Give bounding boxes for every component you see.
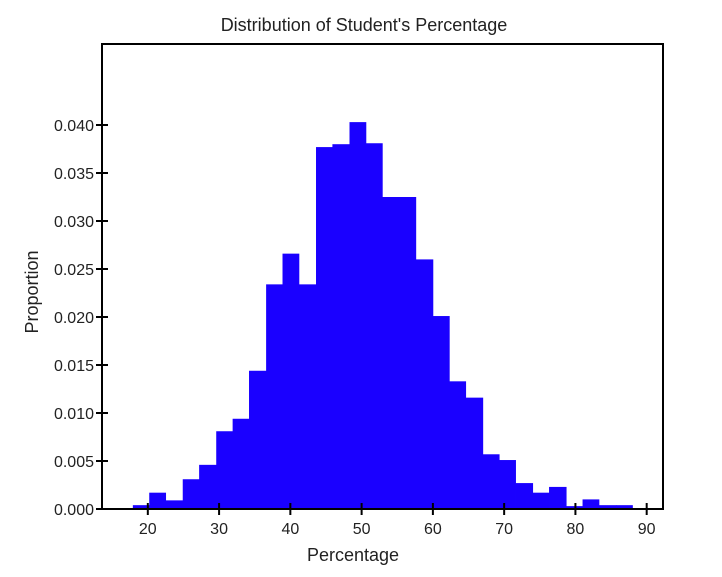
histogram-bar (182, 479, 200, 509)
x-tick-label: 70 (495, 521, 513, 538)
x-tick-label: 50 (353, 521, 371, 538)
histogram-bar (249, 370, 267, 509)
histogram-bar (382, 197, 400, 509)
bars-layer (132, 122, 633, 510)
histogram-bar (582, 499, 600, 509)
histogram-bar (298, 284, 317, 509)
x-tick-label: 80 (567, 521, 585, 538)
histogram-bar (216, 431, 234, 509)
histogram-bar (616, 505, 633, 509)
histogram-bar (549, 486, 567, 509)
histogram-bar (499, 460, 516, 509)
histogram-bar (149, 492, 167, 509)
y-axis-label: Proportion (22, 250, 42, 333)
histogram-bar (282, 253, 300, 509)
y-tick-label: 0.020 (54, 310, 94, 327)
x-tick-label: 60 (424, 521, 442, 538)
y-axis-ticks: 0.000 0.005 0.010 0.015 0.020 0.025 0.030 0.035… (54, 118, 108, 519)
histogram-bar (199, 464, 217, 509)
histogram-bar (598, 505, 617, 509)
y-tick-label: 0.040 (54, 118, 94, 135)
histogram-bar (266, 284, 283, 509)
histogram-bar (515, 483, 534, 509)
histogram-bar (316, 147, 333, 509)
histogram-bar (432, 316, 450, 509)
x-tick-label: 40 (281, 521, 299, 538)
histogram-bar (465, 397, 484, 509)
histogram-bar (332, 144, 350, 509)
y-tick-label: 0.015 (54, 358, 94, 375)
x-tick-label: 20 (139, 521, 157, 538)
y-tick-label: 0.035 (54, 166, 94, 183)
x-tick-label: 90 (638, 521, 656, 538)
x-axis-label: Percentage (307, 545, 399, 565)
x-tick-label: 30 (210, 521, 228, 538)
x-axis-ticks: 20 30 40 50 60 70 80 90 (139, 503, 656, 538)
y-tick-label: 0.010 (54, 406, 94, 423)
histogram-bar (165, 500, 184, 509)
y-tick-label: 0.030 (54, 214, 94, 231)
y-tick-label: 0.000 (54, 502, 94, 519)
histogram-bar (399, 197, 417, 509)
histogram-bar (482, 454, 500, 509)
plot-frame (101, 43, 664, 510)
histogram-bar (415, 259, 434, 509)
chart-title: Distribution of Student's Percentage (221, 15, 508, 35)
histogram-bar (449, 381, 467, 509)
histogram-bar (532, 492, 550, 509)
y-tick-label: 0.025 (54, 262, 94, 279)
histogram-bar (232, 418, 250, 509)
histogram-bar (349, 122, 367, 510)
histogram-bar (132, 505, 150, 509)
histogram-bar (365, 143, 383, 510)
y-tick-label: 0.005 (54, 454, 94, 471)
